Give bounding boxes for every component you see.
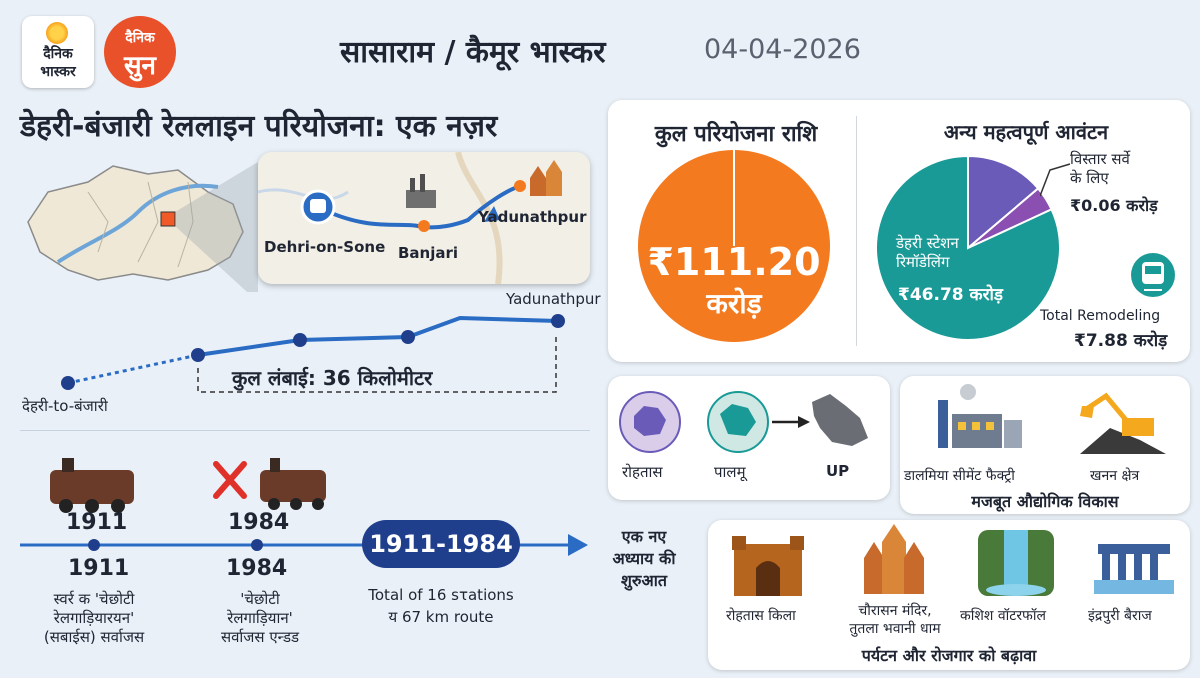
year-1984-bottom: 1984 (226, 556, 288, 581)
logo-right-line2: सुन (123, 51, 156, 81)
region-palamu: पालमू (714, 463, 746, 481)
route-map (258, 152, 562, 284)
pie-slice-0 (875, 154, 1061, 341)
factory-icon (406, 190, 436, 208)
station-dehri: Dehri-on-Sone (264, 238, 386, 256)
region-rohtas: रोहतास (622, 463, 663, 481)
dainik-sun-logo: दैनिक सुन (104, 16, 176, 88)
desc-1911-line2: रेलगाड़ियारयन' (53, 609, 135, 627)
barrage-label: इंद्रपुरी बैराज (1088, 608, 1152, 624)
steam-train-icon-1984 (260, 470, 326, 502)
station-remodel-label: डेहरी स्टेशन रिमॉडेलिंग (896, 234, 959, 272)
station-line2: रिमॉडेलिंग (896, 253, 950, 271)
length-end-label: Yadunathpur (506, 290, 601, 308)
survey-line1: विस्तार सर्वे (1070, 150, 1130, 168)
regions-diagram (619, 391, 868, 453)
range-desc-line2: य 67 km route (388, 608, 494, 626)
kashish-waterfall-icon (978, 530, 1054, 596)
length-diagram (61, 314, 565, 393)
logo-right-line1: दैनिक (125, 30, 155, 46)
temple-label: चौरासन मंदिर, तुतला भवानी धाम (830, 602, 960, 638)
range-desc: Total of 16 sτations य 67 km route (352, 584, 530, 628)
desc-1911: स्वर्र क 'चेछोटी रेलगाड़ियारयन' (सबाईस) … (14, 590, 174, 647)
cross-icon (213, 461, 247, 499)
paper-name: सासाराम / कैमूर भास्कर (340, 35, 606, 70)
survey-line2: के लिए (1070, 169, 1109, 187)
survey-amount: ₹0.06 करोड़ (1070, 196, 1158, 215)
sun-icon (46, 22, 68, 44)
cement-factory-icon (938, 384, 1022, 448)
rohtas-fort-icon (732, 536, 804, 596)
survey-label: विस्तार सर्वे के लिए (1070, 150, 1130, 188)
temple-line2: तुतला भवानी धाम (849, 621, 941, 637)
rohtas-map-icon (634, 406, 666, 436)
desc-1984-line2: रेलगाड़ियान' (227, 609, 293, 627)
remodel-amount: ₹7.88 करोड़ (1074, 331, 1168, 351)
new-chapter-line1: एक नए (621, 527, 667, 546)
year-1911-bottom: 1911 (68, 556, 130, 581)
new-chapter-line3: शुरुआत (621, 571, 667, 590)
indrapuri-barrage-icon (1094, 544, 1174, 594)
total-cost-unit: करोड़ (706, 287, 762, 320)
waterfall-label: कशिश वॉटरफॉल (960, 608, 1046, 624)
length-start-label: देहरी-to-बंजारी (22, 397, 108, 415)
tourism-caption: पर्यटन और रोजगार को बढ़ावा (861, 646, 1037, 665)
pie-slice-1 (967, 154, 1040, 251)
desc-1911-line3: (सबाईस) सर्वाजस (43, 628, 145, 646)
timeline-arrow-icon (568, 534, 588, 556)
district-map (27, 162, 258, 292)
station-yadunathpur: Yadunathpur (478, 208, 587, 226)
station-line1: डेहरी स्टेशन (896, 234, 959, 252)
new-chapter: एक नए अध्याय की शुरुआत (594, 526, 694, 592)
cost-card-divider (856, 116, 857, 346)
station-amount: ₹46.78 करोड़ (898, 285, 1004, 305)
range-desc-line1: Total of 16 sτations (368, 586, 514, 604)
total-cost-amount: ₹111.20 (647, 240, 821, 284)
industry-caption: मजबूत औद्योगिक विकास (971, 492, 1119, 511)
rohtas-fort-label: रोहतास किला (726, 608, 796, 624)
range-pill: 1911-1984 (362, 520, 520, 568)
remodel-label: Total Remodeling (1040, 308, 1161, 324)
mining-label: खनन क्षेत्र (1090, 468, 1140, 484)
total-length-text: कुल लंबाई: 36 किलोमीटर (232, 366, 433, 390)
year-1911-top: 1911 (66, 510, 128, 535)
chaurasan-temple-icon (864, 524, 924, 594)
edition-date: 04-04-2026 (704, 34, 861, 65)
allocations-heading: अन्य महत्वपूर्ण आवंटन (943, 120, 1109, 144)
mining-excavator-icon (1080, 392, 1166, 454)
main-title: डेहरी-बंजारी रेललाइन परियोजना: एक नज़र (20, 109, 498, 144)
section-divider (20, 430, 590, 431)
cement-factory-label: डालमिया सीमेंट फैक्ट्री (904, 468, 1015, 484)
route-map-card: Dehri-on-Sone Banjari Yadunathpur (258, 152, 590, 284)
survey-leader-line (1040, 163, 1071, 197)
allocation-pie-chart (875, 154, 1061, 341)
station-banjari: Banjari (398, 244, 459, 262)
logo-left-line2: भास्कर (40, 64, 76, 80)
region-up: UP (826, 462, 850, 480)
desc-1911-line1: स्वर्र क 'चेछोटी (53, 590, 135, 608)
desc-1984: 'चेछोटी रेलगाड़ियान' सर्वाजस एन्डड (190, 590, 330, 647)
total-cost-heading: कुल परियोजना राशि (654, 122, 818, 147)
metro-train-icon (1131, 253, 1175, 297)
dainik-bhaskar-logo: दैनिक भास्कर (22, 16, 94, 88)
desc-1984-line3: सर्वाजस एन्डड (220, 628, 300, 646)
year-1984-top: 1984 (228, 510, 290, 535)
new-chapter-line2: अध्याय की (612, 549, 676, 568)
logo-left-line1: दैनिक (43, 46, 73, 62)
history-timeline (20, 458, 588, 556)
up-map-icon (812, 394, 868, 446)
temple-icon (530, 166, 546, 196)
desc-1984-line1: 'चेछोटी (240, 590, 280, 608)
temple-line1: चौरासन मंदिर, (858, 603, 932, 619)
steam-train-icon-1911 (50, 470, 134, 504)
palamu-map-icon (720, 404, 756, 436)
total-cost-pie (638, 150, 830, 342)
